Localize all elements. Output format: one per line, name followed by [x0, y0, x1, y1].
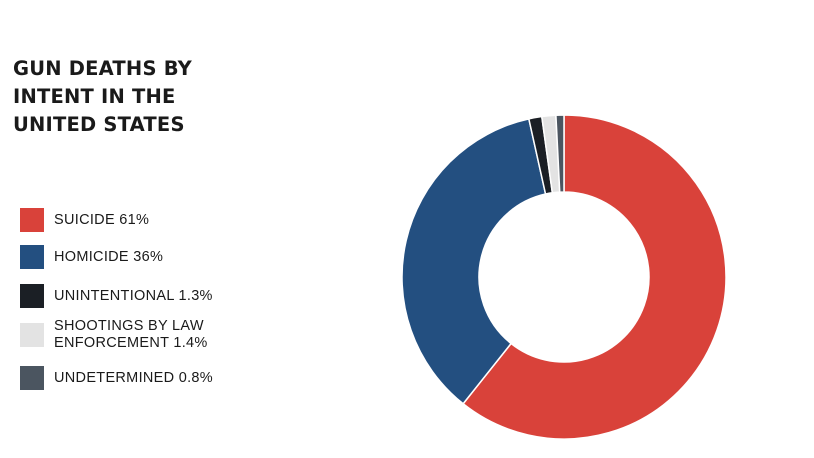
legend: SUICIDE 61% HOMICIDE 36% UNINTENTIONAL 1… [20, 0, 320, 458]
legend-item-law-enforcement: SHOOTINGS BY LAW ENFORCEMENT 1.4% [20, 318, 208, 352]
chart-title: GUN DEATHS BY INTENT IN THE UNITED STATE… [13, 57, 193, 136]
donut-slice-suicide [462, 114, 727, 440]
legend-item-homicide: HOMICIDE 36% [20, 245, 163, 269]
legend-label-unintentional: UNINTENTIONAL 1.3% [54, 287, 213, 304]
donut-slice-undetermined [555, 114, 565, 193]
legend-item-undetermined: UNDETERMINED 0.8% [20, 366, 213, 390]
legend-swatch-homicide [20, 245, 44, 269]
legend-label-undetermined: UNDETERMINED 0.8% [54, 369, 213, 386]
legend-swatch-law-enforcement [20, 323, 44, 347]
donut-slice-homicide [401, 117, 547, 405]
legend-item-unintentional: UNINTENTIONAL 1.3% [20, 284, 213, 308]
legend-swatch-undetermined [20, 366, 44, 390]
legend-label-suicide: SUICIDE 61% [54, 211, 150, 228]
legend-label-homicide: HOMICIDE 36% [54, 248, 164, 265]
legend-swatch-suicide [20, 208, 44, 232]
legend-label-law-enforcement: SHOOTINGS BY LAW ENFORCEMENT 1.4% [54, 318, 208, 351]
legend-item-suicide: SUICIDE 61% [20, 208, 149, 232]
legend-swatch-unintentional [20, 284, 44, 308]
